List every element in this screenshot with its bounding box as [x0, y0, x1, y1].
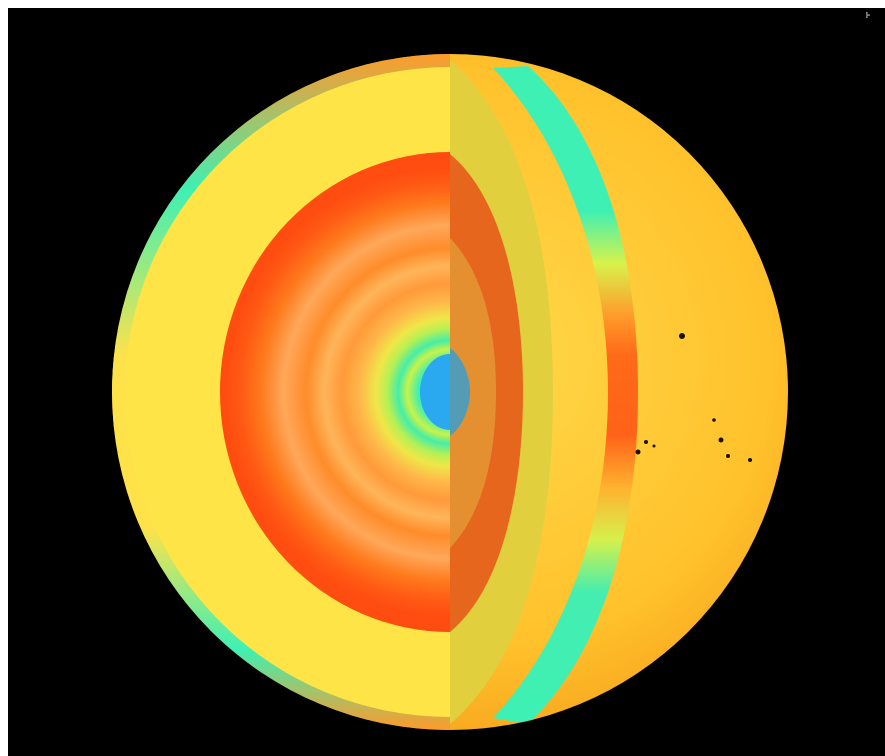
- sunspot: [712, 418, 716, 422]
- sunspot: [718, 437, 724, 443]
- core: [420, 354, 450, 430]
- sunspot: [635, 449, 641, 455]
- cutaway-band: [493, 66, 638, 724]
- cut-face-core: [450, 348, 470, 436]
- sunspot: [726, 454, 730, 458]
- sunspot: [679, 333, 685, 339]
- radiative-zone: [220, 152, 450, 632]
- sunspot: [644, 440, 648, 444]
- corner-mark: ⹐: [865, 9, 871, 22]
- cut-face-inner: [450, 238, 496, 548]
- sun-cutaway-illustration: [112, 54, 788, 730]
- sunspot: [652, 444, 656, 448]
- image-frame: ⹐: [8, 8, 885, 756]
- sunspot: [748, 458, 752, 462]
- sunspots: [635, 333, 752, 462]
